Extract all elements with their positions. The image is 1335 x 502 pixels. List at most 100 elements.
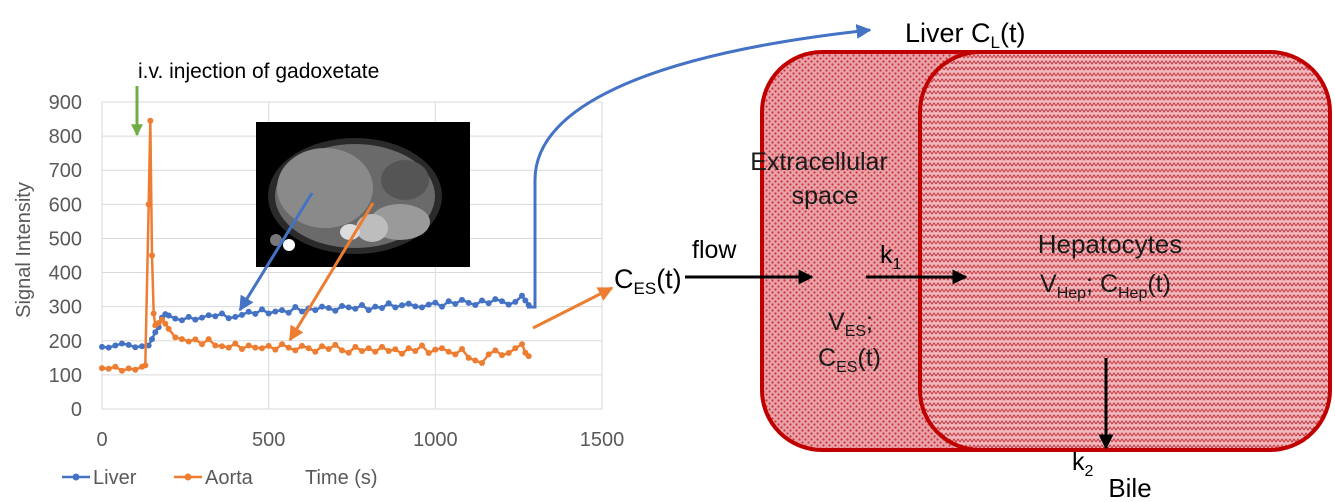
data-point-liver-6 — [139, 343, 145, 350]
compartment-diagram: Extracellular space flow k1 VES; CES(t) … — [685, 50, 1332, 502]
data-point-liver-0 — [99, 343, 105, 350]
data-point-aorta-11 — [150, 310, 157, 317]
legend-liver-label: Liver — [93, 467, 137, 489]
data-point-liver-56 — [452, 300, 459, 307]
data-point-aorta-8 — [145, 201, 152, 208]
data-point-aorta-38 — [312, 348, 319, 355]
data-point-liver-22 — [225, 315, 232, 322]
data-point-liver-5 — [132, 344, 139, 351]
data-point-aorta-65 — [492, 347, 499, 354]
data-point-liver-39 — [339, 302, 345, 309]
data-point-aorta-24 — [219, 343, 225, 350]
data-point-aorta-9 — [147, 117, 154, 124]
data-point-liver-60 — [479, 297, 485, 304]
data-point-aorta-33 — [279, 341, 285, 348]
data-point-aorta-60 — [459, 345, 465, 352]
data-point-aorta-54 — [419, 342, 425, 349]
data-point-liver-18 — [199, 314, 205, 321]
legend-liver-marker — [72, 473, 80, 481]
data-point-liver-42 — [359, 301, 365, 308]
data-point-liver-4 — [125, 341, 132, 348]
data-point-liver-33 — [299, 308, 305, 315]
data-point-liver-24 — [239, 311, 245, 318]
data-point-liver-63 — [499, 298, 505, 305]
data-point-liver-49 — [405, 300, 412, 307]
phantom-marker — [283, 239, 295, 251]
data-point-liver-57 — [459, 296, 465, 303]
data-point-aorta-64 — [485, 351, 492, 358]
chart-legend: Liver Aorta — [62, 467, 254, 489]
y-tick-800: 800 — [49, 126, 82, 148]
data-point-aorta-63 — [479, 359, 485, 366]
data-point-liver-55 — [445, 298, 452, 305]
series-layer — [99, 117, 532, 374]
data-point-aorta-55 — [425, 350, 432, 357]
data-point-aorta-48 — [379, 343, 385, 350]
data-point-aorta-2 — [112, 363, 119, 370]
bile-label: Bile — [1108, 473, 1151, 502]
injection-label: i.v. injection of gadoxetate — [138, 60, 379, 83]
data-point-liver-41 — [352, 305, 359, 312]
y-tick-700: 700 — [49, 160, 82, 182]
data-point-aorta-46 — [365, 345, 372, 352]
y-tick-900: 900 — [49, 92, 82, 114]
data-point-aorta-5 — [132, 366, 139, 373]
data-point-aorta-42 — [339, 347, 345, 354]
liver-concentration-label: Liver CL(t) — [905, 18, 1025, 52]
x-tick-0: 0 — [96, 429, 107, 451]
data-point-aorta-68 — [512, 345, 519, 352]
data-point-aorta-53 — [412, 348, 419, 355]
data-point-liver-53 — [432, 299, 439, 306]
data-point-liver-29 — [272, 308, 279, 315]
data-point-aorta-3 — [119, 367, 125, 374]
mri-image — [256, 122, 470, 267]
data-point-aorta-50 — [392, 346, 399, 353]
data-point-aorta-41 — [332, 341, 339, 348]
data-point-aorta-67 — [505, 350, 512, 357]
data-point-aorta-27 — [239, 345, 245, 352]
data-point-liver-45 — [379, 305, 385, 312]
ces-input-label: CES(t) — [614, 264, 682, 298]
data-point-aorta-4 — [125, 365, 132, 372]
x-axis-label: Time (s) — [305, 467, 378, 489]
data-point-liver-8 — [149, 336, 155, 343]
data-point-liver-28 — [265, 310, 272, 317]
data-point-liver-51 — [419, 304, 425, 311]
data-point-liver-20 — [212, 313, 219, 320]
data-point-aorta-21 — [199, 341, 205, 348]
data-point-aorta-43 — [345, 349, 352, 356]
legend-aorta-marker — [184, 473, 192, 481]
data-point-aorta-19 — [185, 338, 192, 345]
data-point-aorta-30 — [259, 345, 265, 352]
data-point-aorta-35 — [292, 347, 299, 354]
data-point-aorta-25 — [225, 344, 232, 351]
data-point-liver-64 — [505, 301, 512, 308]
data-point-aorta-69 — [519, 341, 525, 348]
y-tick-400: 400 — [49, 263, 82, 285]
x-tick-labels: 0 500 1000 1500 — [96, 429, 624, 451]
data-point-liver-23 — [232, 313, 239, 320]
data-point-liver-32 — [292, 304, 299, 311]
data-point-liver-62 — [492, 296, 499, 303]
data-point-liver-47 — [392, 304, 399, 311]
data-point-aorta-14 — [159, 316, 165, 323]
data-point-aorta-7 — [142, 362, 149, 369]
y-tick-labels: 0 100 200 300 400 500 600 700 800 900 — [49, 92, 82, 421]
data-point-aorta-32 — [272, 346, 279, 353]
data-point-aorta-52 — [405, 345, 412, 352]
data-point-aorta-45 — [359, 348, 365, 355]
data-point-liver-13 — [165, 312, 172, 319]
liver-pointer-arrow — [238, 192, 314, 312]
data-point-aorta-36 — [299, 342, 305, 349]
extracellular-label-line2: space — [792, 182, 859, 210]
data-point-aorta-0 — [99, 365, 105, 372]
liver-curve-arrow — [527, 24, 872, 309]
data-point-liver-36 — [319, 303, 325, 310]
data-point-aorta-29 — [252, 344, 259, 351]
data-point-liver-61 — [485, 300, 492, 307]
data-point-aorta-62 — [472, 357, 479, 364]
k1-label: k1 — [880, 241, 902, 273]
data-point-aorta-23 — [212, 342, 219, 349]
data-point-liver-67 — [522, 297, 529, 304]
data-point-liver-38 — [332, 307, 339, 314]
